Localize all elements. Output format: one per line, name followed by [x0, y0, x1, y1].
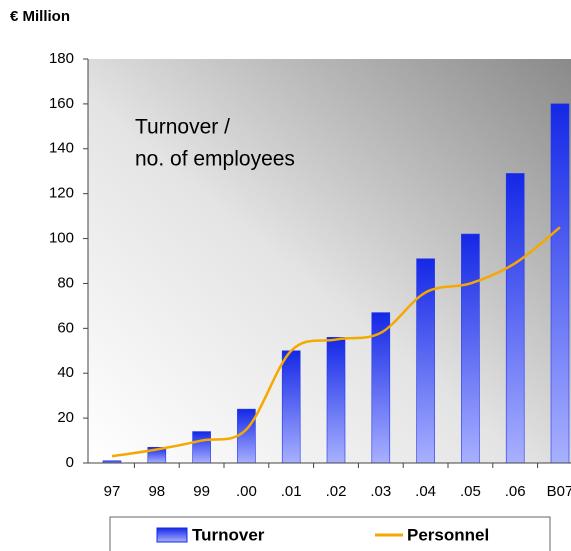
legend-swatch	[156, 527, 188, 543]
x-tick-label: 97	[104, 483, 121, 500]
y-tick-label: 0	[66, 454, 74, 471]
x-tick-label: B07	[547, 483, 571, 500]
x-tick-label: .06	[505, 483, 526, 500]
bar	[237, 408, 256, 464]
legend-label: Turnover	[192, 525, 265, 544]
x-tick-label: 99	[193, 483, 210, 500]
annotation: no. of employees	[135, 148, 295, 171]
x-tick-label: .00	[236, 483, 257, 500]
y-tick-label: 40	[57, 364, 74, 381]
x-tick-label: .05	[460, 483, 481, 500]
legend-label: Personnel	[407, 525, 489, 544]
bar	[281, 350, 301, 464]
x-tick-label: .03	[370, 483, 391, 500]
x-tick-label: 98	[148, 483, 165, 500]
line	[111, 226, 561, 458]
x-tick-label: .01	[281, 483, 302, 500]
y-tick-label: 180	[49, 50, 74, 67]
y-tick-label: 120	[49, 185, 74, 202]
annotation: Turnover /	[135, 116, 230, 139]
y-tick-label: 100	[49, 230, 74, 247]
y-tick-label: 60	[57, 319, 74, 336]
bar	[192, 431, 211, 464]
x-tick-label: .02	[326, 483, 347, 500]
bar	[326, 337, 346, 464]
y-tick-label: 140	[49, 140, 74, 157]
y-tick-label: 160	[49, 95, 74, 112]
bar	[461, 233, 480, 464]
legend	[109, 516, 551, 551]
x-tick-label: .04	[415, 483, 436, 500]
y-tick-label: 80	[57, 274, 74, 291]
bar	[505, 173, 525, 464]
y-axis-label: € Million	[10, 8, 70, 25]
y-tick-label: 20	[57, 409, 74, 426]
bar	[550, 103, 570, 464]
